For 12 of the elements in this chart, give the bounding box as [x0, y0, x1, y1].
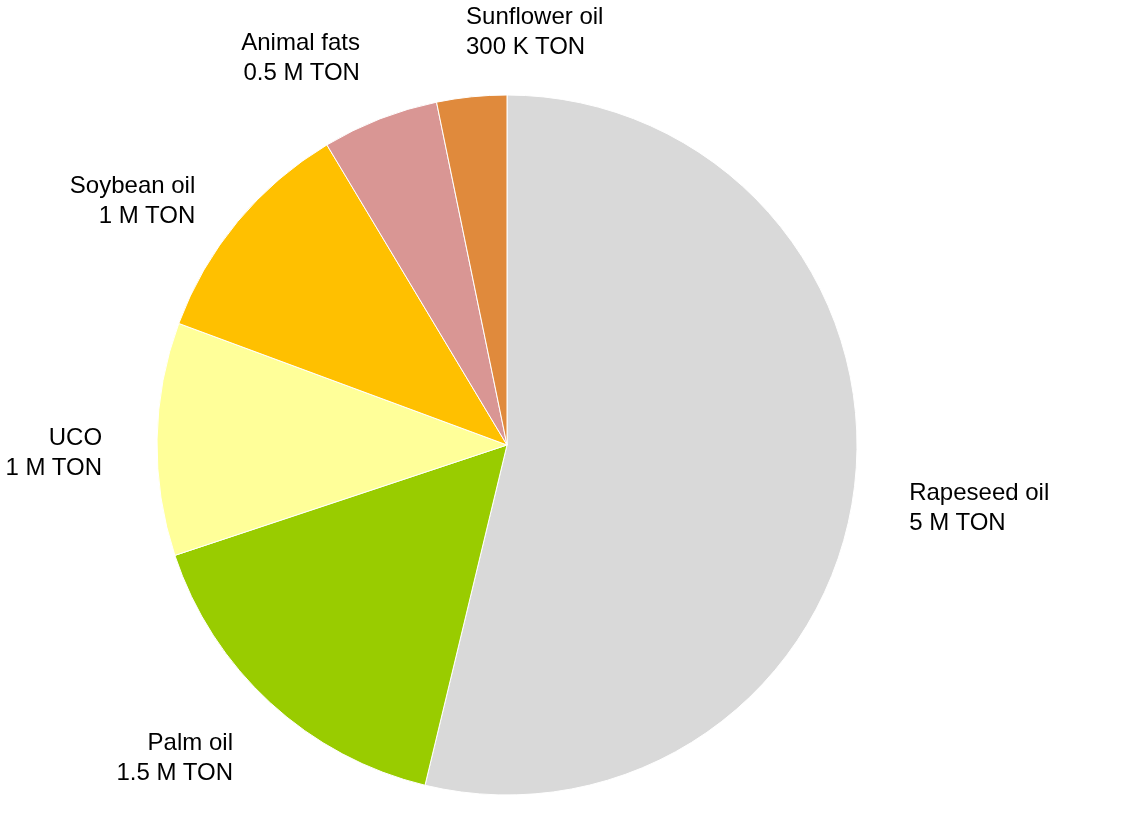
slice-label: Palm oil: [147, 728, 233, 756]
slice-label: Rapeseed oil: [909, 477, 1050, 505]
data-label: 1 M TON: [98, 201, 196, 229]
slice-label: Animal fats: [241, 27, 360, 55]
slice-label: Sunflower oil: [466, 2, 604, 30]
data-label: 300 K TON: [466, 32, 586, 60]
data-label: 1.5 M TON: [116, 758, 233, 786]
data-label: 0.5 M TON: [243, 57, 360, 85]
data-label: 5 M TON: [909, 507, 1006, 535]
slice-label: Soybean oil: [69, 171, 196, 199]
data-label: 1 M TON: [5, 453, 103, 481]
slice-label: UCO: [48, 423, 103, 451]
